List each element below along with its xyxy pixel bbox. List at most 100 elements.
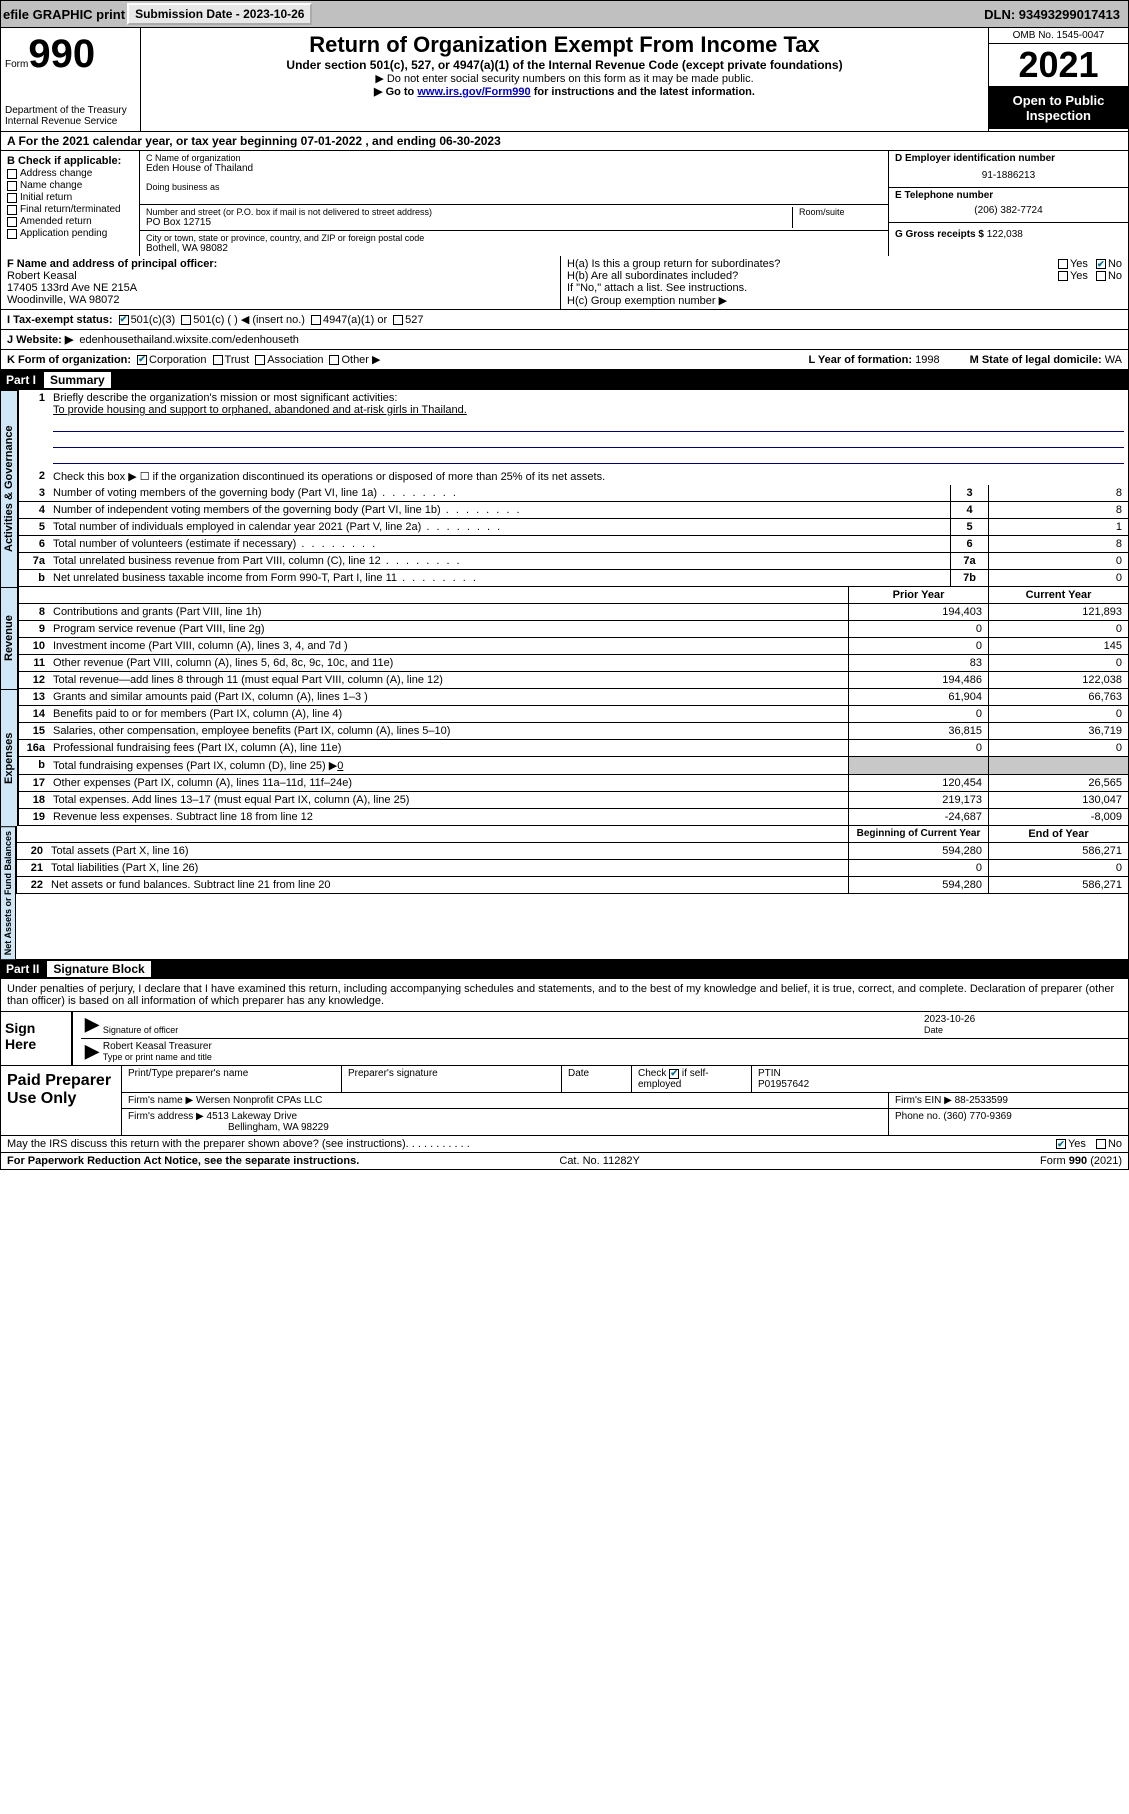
- l5: Total number of individuals employed in …: [49, 519, 950, 535]
- cat-no: Cat. No. 11282Y: [559, 1155, 640, 1167]
- chk-501c[interactable]: 501(c) ( ) ◀ (insert no.): [181, 313, 305, 326]
- ha-yes[interactable]: Yes: [1058, 258, 1088, 270]
- part2-title: Signature Block: [47, 961, 150, 977]
- v6: 8: [988, 536, 1128, 552]
- firm-phone-cell: Phone no. (360) 770-9369: [888, 1109, 1128, 1135]
- c19: -8,009: [988, 809, 1128, 825]
- org-name-lbl: C Name of organization: [146, 153, 882, 163]
- m-val: WA: [1105, 354, 1122, 366]
- principal-officer: F Name and address of principal officer:…: [1, 256, 561, 309]
- city: Bothell, WA 98082: [146, 243, 882, 254]
- addr-lbl: Number and street (or P.O. box if mail i…: [146, 207, 792, 217]
- l1-text: To provide housing and support to orphan…: [53, 404, 467, 416]
- submission-date-button[interactable]: Submission Date - 2023-10-26: [127, 3, 312, 25]
- l12: Total revenue—add lines 8 through 11 (mu…: [49, 672, 848, 688]
- c22: 586,271: [988, 877, 1128, 893]
- chk-self-employed[interactable]: ✔: [669, 1069, 679, 1079]
- l3: Number of voting members of the governin…: [49, 485, 950, 501]
- l16a: Professional fundraising fees (Part IX, …: [49, 740, 848, 756]
- v3: 8: [988, 485, 1128, 501]
- form-number: 990: [28, 32, 95, 76]
- phone-lbl: E Telephone number: [895, 190, 1122, 201]
- firm-ein-cell: Firm's EIN ▶ 88-2533599: [888, 1093, 1128, 1108]
- ein: 91-1886213: [895, 164, 1122, 187]
- f-addr2: Woodinville, WA 98072: [7, 294, 554, 306]
- sig-lbl: Signature of officer: [103, 1025, 178, 1035]
- prep-h2: Preparer's signature: [341, 1066, 561, 1092]
- chk-app-pending[interactable]: Application pending: [7, 228, 133, 239]
- sig-date-lbl: Date: [924, 1025, 943, 1035]
- vert-ag: Activities & Governance: [0, 390, 18, 587]
- gross-lbl: G Gross receipts $: [895, 229, 984, 240]
- h-section: H(a) Is this a group return for subordin…: [561, 256, 1128, 309]
- discuss-no[interactable]: No: [1096, 1138, 1122, 1150]
- irs-link[interactable]: www.irs.gov/Form990: [417, 86, 530, 98]
- chk-4947[interactable]: 4947(a)(1) or: [311, 314, 387, 326]
- chk-corp[interactable]: ✔Corporation: [137, 354, 206, 366]
- tax-lbl: I Tax-exempt status:: [7, 314, 113, 326]
- chk-final-return[interactable]: Final return/terminated: [7, 204, 133, 215]
- officer-lbl: Type or print name and title: [103, 1052, 212, 1062]
- h-prior: Prior Year: [848, 587, 988, 603]
- c12: 122,038: [988, 672, 1128, 688]
- chk-address-change[interactable]: Address change: [7, 168, 133, 179]
- vert-na: Net Assets or Fund Balances: [0, 826, 16, 959]
- chk-527[interactable]: 527: [393, 314, 423, 326]
- chk-501c3[interactable]: ✔501(c)(3): [119, 314, 176, 326]
- chk-other[interactable]: Other ▶: [329, 353, 380, 366]
- hc-lbl: H(c) Group exemption number ▶: [567, 294, 1122, 307]
- l7a: Total unrelated business revenue from Pa…: [49, 553, 950, 569]
- p16a: 0: [848, 740, 988, 756]
- prep-h3: Date: [561, 1066, 631, 1092]
- note2-pre: ▶ Go to: [374, 86, 417, 98]
- activities-governance: Activities & Governance 1Briefly describ…: [0, 390, 1129, 587]
- prep-h1: Print/Type preparer's name: [121, 1066, 341, 1092]
- chk-name-change[interactable]: Name change: [7, 180, 133, 191]
- vert-rev: Revenue: [0, 587, 18, 689]
- web-lbl: J Website: ▶: [7, 333, 73, 346]
- chk-trust[interactable]: Trust: [213, 354, 250, 366]
- col-b: B Check if applicable: Address change Na…: [0, 151, 140, 256]
- chk-amended-return[interactable]: Amended return: [7, 216, 133, 227]
- ha-no[interactable]: ✔No: [1096, 258, 1122, 270]
- chk-initial-return[interactable]: Initial return: [7, 192, 133, 203]
- l9: Program service revenue (Part VIII, line…: [49, 621, 848, 637]
- chk-assoc[interactable]: Association: [255, 354, 323, 366]
- l-lbl: L Year of formation:: [809, 354, 913, 366]
- addr-box: Number and street (or P.O. box if mail i…: [140, 205, 888, 231]
- l4: Number of independent voting members of …: [49, 502, 950, 518]
- org-name: Eden House of Thailand: [146, 163, 882, 174]
- firm-addr2: Bellingham, WA 98229: [228, 1122, 329, 1133]
- web-url: edenhousethailand.wixsite.com/edenhouset…: [79, 334, 299, 346]
- v5: 1: [988, 519, 1128, 535]
- l8: Contributions and grants (Part VIII, lin…: [49, 604, 848, 620]
- p9: 0: [848, 621, 988, 637]
- hb-yes[interactable]: Yes: [1058, 270, 1088, 282]
- org-name-box: C Name of organization Eden House of Tha…: [140, 151, 888, 205]
- c18: 130,047: [988, 792, 1128, 808]
- c10: 145: [988, 638, 1128, 654]
- form-prefix: Form: [5, 59, 28, 70]
- tax-exempt-row: I Tax-exempt status: ✔501(c)(3) 501(c) (…: [0, 310, 1129, 330]
- l14: Benefits paid to or for members (Part IX…: [49, 706, 848, 722]
- prep-selfemp: Check ✔ if self-employed: [631, 1066, 751, 1092]
- form-title: Return of Organization Exempt From Incom…: [145, 32, 984, 58]
- part1-header: Part I Summary: [0, 370, 1129, 390]
- room-lbl: Room/suite: [799, 207, 882, 217]
- omb-number: OMB No. 1545-0047: [989, 28, 1128, 44]
- prep-title: Paid Preparer Use Only: [1, 1066, 121, 1135]
- arrow-icon: ▶: [85, 1014, 99, 1036]
- tax-year: 2021: [989, 44, 1128, 87]
- h-end: End of Year: [988, 826, 1128, 842]
- p11: 83: [848, 655, 988, 671]
- c17: 26,565: [988, 775, 1128, 791]
- hb-no[interactable]: No: [1096, 270, 1122, 282]
- discuss-yes[interactable]: ✔Yes: [1056, 1138, 1086, 1150]
- year-cell: OMB No. 1545-0047 2021 Open to Public In…: [988, 28, 1128, 131]
- irs-label: Internal Revenue Service: [5, 116, 136, 127]
- note-link: ▶ Go to www.irs.gov/Form990 for instruct…: [145, 85, 984, 98]
- part1-num: Part I: [6, 373, 36, 387]
- l21: Total liabilities (Part X, line 26): [47, 860, 848, 876]
- officer-name: Robert Keasal Treasurer: [103, 1041, 212, 1052]
- l19: Revenue less expenses. Subtract line 18 …: [49, 809, 848, 825]
